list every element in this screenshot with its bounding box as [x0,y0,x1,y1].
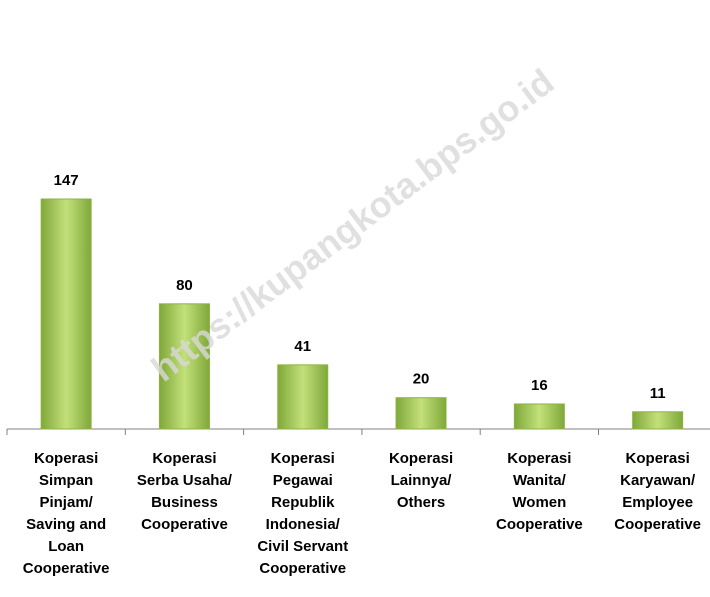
data-label: 41 [294,338,311,355]
label-line: Employee [622,494,693,511]
x-tick-label: Koperasi Pegawai Republik Indonesia/Civil S… [257,450,348,577]
label-line: Business [151,494,218,511]
label-line: Serba Usaha/ [137,472,233,489]
bar [277,364,329,430]
label-line: Republik [271,494,335,511]
x-tick-label: Koperasi Wanita/Women Cooperative [496,450,583,533]
label-line: Koperasi [389,450,453,467]
x-tick-label: Koperasi Lainnya/Others [389,450,453,511]
label-line: Koperasi [152,450,216,467]
label-line: Civil Servant [257,538,348,555]
label-line: Koperasi [507,450,571,467]
data-label: 20 [413,371,430,388]
watermark: https://kupangkota.bps.go.id [144,61,562,390]
label-line: Pinjam/ [39,494,93,511]
data-label: 16 [531,377,548,394]
data-label: 147 [54,172,79,189]
bar [158,303,210,430]
label-line: Loan [48,538,84,555]
label-line: Simpan [39,472,93,489]
label-line: Lainnya/ [391,472,453,489]
label-line: Koperasi [34,450,98,467]
bar [40,198,92,430]
label-line: Women [512,494,566,511]
label-line: Cooperative [496,516,583,533]
label-line: Koperasi [271,450,335,467]
bar [513,403,565,430]
label-line: Wanita/ [513,472,567,489]
data-label: 80 [176,277,193,294]
label-line: Indonesia/ [266,516,341,533]
x-tick-label: Koperasi Serba Usaha/Business Cooperative [137,450,233,533]
label-line: Others [397,494,445,511]
label-line: Cooperative [23,560,110,577]
data-label: 11 [650,385,666,402]
x-tick-label: Koperasi Simpan Pinjam/Saving and Loan Coope… [23,450,110,577]
label-line: Karyawan/ [620,472,696,489]
bar [632,411,684,430]
label-line: Saving and [26,516,106,533]
bar [395,397,447,430]
label-line: Pegawai [273,472,333,489]
x-tick-label: Koperasi Karyawan/Employee Cooperative [614,450,701,533]
label-line: Cooperative [141,516,228,533]
label-line: Koperasi [626,450,690,467]
label-line: Cooperative [614,516,701,533]
label-line: Cooperative [259,560,346,577]
